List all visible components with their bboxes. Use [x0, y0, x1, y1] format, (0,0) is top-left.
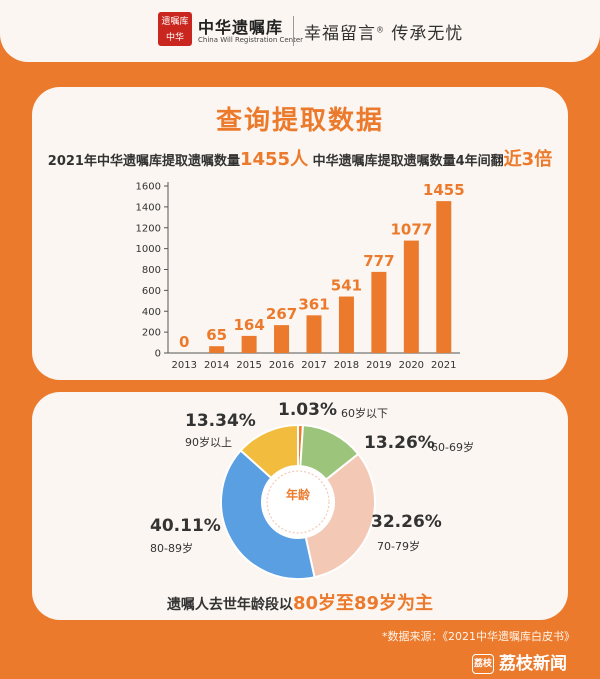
bar-value-label: 1077 [390, 221, 432, 239]
bar [403, 240, 419, 353]
data-source: *数据来源：《2021中华遗嘱库白皮书》 [382, 630, 575, 643]
y-tick-label: 1200 [136, 223, 161, 234]
x-tick-label: 2021 [431, 360, 456, 371]
x-tick-label: 2020 [399, 360, 424, 371]
donut-hole [263, 467, 333, 537]
page-title: 查询提取数据 [215, 106, 384, 136]
slice-label-80-89: 80-89岁 [150, 542, 193, 555]
slice-label-60-69: 60-69岁 [431, 441, 474, 454]
donut-inner-ring [266, 470, 330, 534]
header-divider [293, 16, 294, 46]
bar-value-label: 541 [331, 277, 362, 295]
slice-pct-70-79: 32.26% [371, 512, 442, 532]
y-tick-label: 0 [155, 349, 161, 360]
x-tick-label: 2016 [269, 360, 294, 371]
x-tick-label: 2018 [334, 360, 359, 371]
brand-name: 中华遗嘱库 [198, 18, 284, 37]
slice-label-over-90: 90岁以上 [185, 436, 232, 449]
bar [436, 201, 452, 353]
x-tick-label: 2017 [301, 360, 326, 371]
x-tick-label: 2013 [171, 360, 196, 371]
slice-pct-60-69: 13.26% [364, 433, 435, 453]
slice-pct-under-60: 1.03% [278, 400, 337, 420]
slice-pct-over-90: 13.34% [185, 411, 256, 431]
bar-value-label: 65 [206, 326, 227, 344]
headline-subtitle: 2021年中华遗嘱库提取遗嘱数量1455人 中华遗嘱库提取遗嘱数量4年间翻近3倍 [47, 149, 553, 170]
bar-chart-card [32, 87, 568, 380]
bar-value-label: 361 [298, 295, 329, 313]
bar-value-label: 1455 [423, 181, 465, 199]
slogan: 幸福留言® 传承无忧 [304, 24, 464, 44]
bar [274, 325, 290, 353]
donut-slice [304, 452, 376, 579]
brand-english: China Will Registration Center [198, 36, 304, 44]
highlight-growth: 近3倍 [503, 149, 553, 170]
bar-value-label: 777 [363, 252, 394, 270]
header: 遗嘱库中华 中华遗嘱库 China Will Registration Cent… [0, 0, 600, 62]
lizhi-logo-icon: 荔枝 [472, 654, 494, 674]
donut-slice [239, 423, 299, 480]
watermark: 荔枝 荔枝新闻 [472, 654, 567, 674]
slice-pct-80-89: 40.11% [150, 516, 221, 536]
age-highlight: 80岁至89岁为主 [292, 593, 434, 614]
age-conclusion: 遗嘱人去世年龄段以80岁至89岁为主 [166, 593, 434, 614]
bar [241, 335, 257, 353]
highlight-count: 1455人 [239, 149, 309, 170]
donut-center-label: 年龄 [285, 488, 310, 502]
donut-slice [220, 449, 316, 580]
bar [209, 346, 225, 353]
y-tick-label: 1400 [136, 202, 161, 213]
bar-value-label: 0 [179, 333, 189, 351]
logo-seal: 遗嘱库中华 [158, 12, 192, 46]
x-tick-label: 2015 [236, 360, 261, 371]
bar [338, 296, 354, 353]
bar-value-label: 164 [233, 316, 264, 334]
y-tick-label: 600 [142, 286, 161, 297]
slice-label-under-60: 60岁以下 [341, 407, 388, 420]
y-tick-label: 200 [142, 328, 161, 339]
slice-label-70-79: 70-79岁 [377, 540, 420, 553]
bar [306, 315, 322, 353]
bar-value-label: 267 [266, 305, 297, 323]
y-tick-label: 1000 [136, 244, 161, 255]
x-tick-label: 2019 [366, 360, 391, 371]
y-tick-label: 800 [142, 265, 161, 276]
bar [371, 271, 387, 353]
y-tick-label: 400 [142, 307, 161, 318]
y-tick-label: 1600 [136, 182, 161, 193]
x-tick-label: 2014 [204, 360, 229, 371]
